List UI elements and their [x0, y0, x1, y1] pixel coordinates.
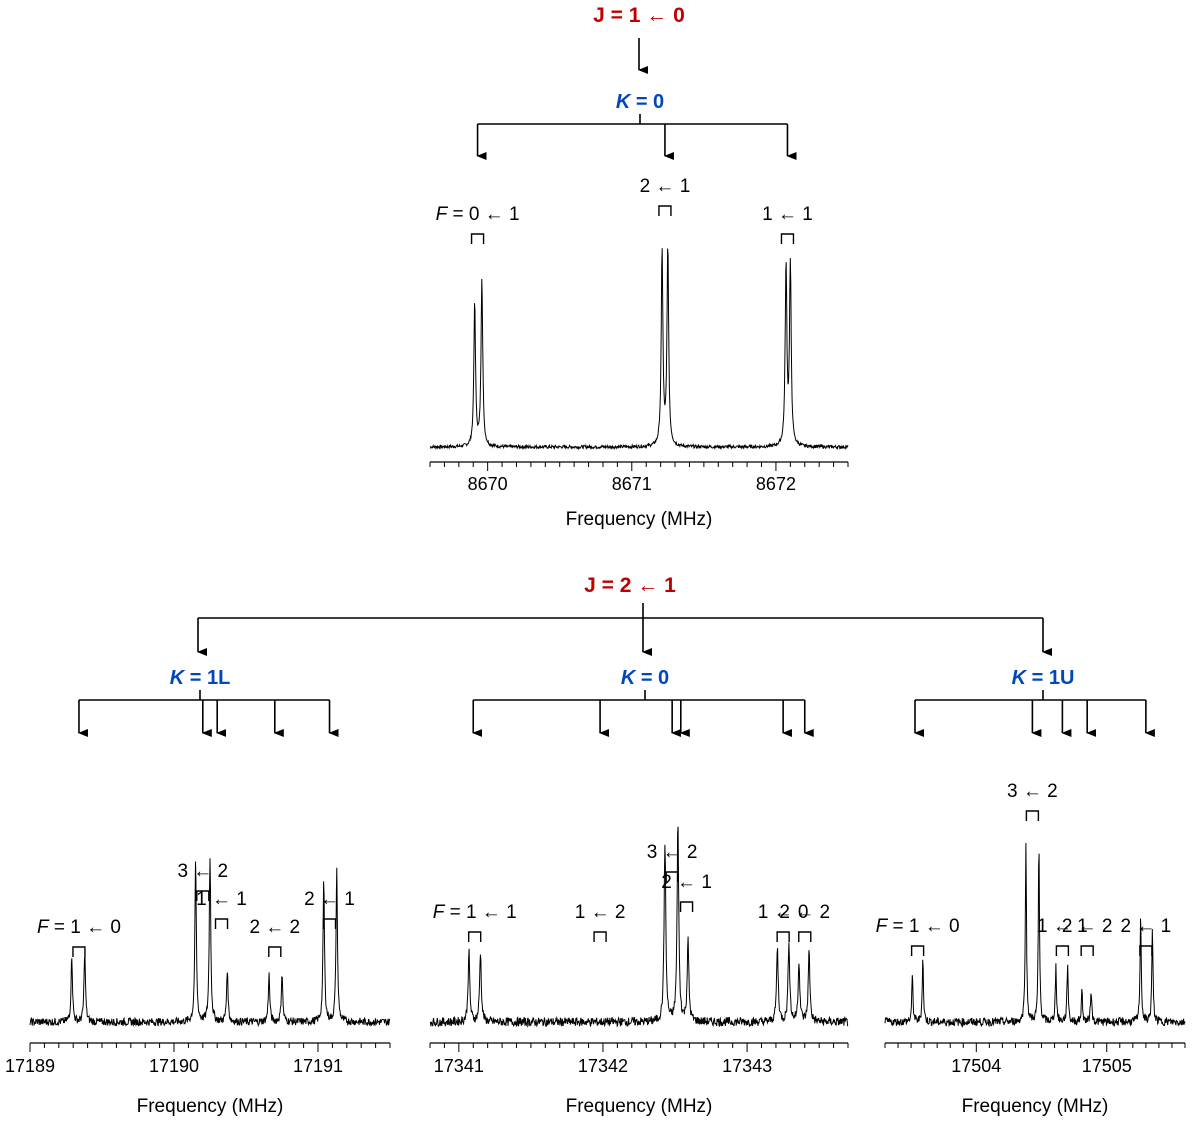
label-bracket	[322, 918, 337, 929]
spectrum-trace	[429, 826, 849, 1028]
label-bracket	[679, 901, 694, 912]
hyperfine-label: 2 ← 2	[249, 917, 300, 938]
tick-label: 17191	[293, 1056, 343, 1076]
x-axis-title: Frequency (MHz)	[566, 1096, 713, 1117]
label-bracket	[1080, 945, 1094, 956]
k-label: K = 0	[621, 667, 669, 689]
tick-label: 8672	[756, 474, 796, 494]
x-axis-title: Frequency (MHz)	[137, 1096, 284, 1117]
label-bracket	[1025, 810, 1040, 821]
k-label: K = 1U	[1012, 667, 1075, 689]
x-axis-title: Frequency (MHz)	[962, 1096, 1109, 1117]
tick-label: 17190	[149, 1056, 199, 1076]
label-bracket	[72, 946, 86, 957]
label-bracket	[214, 918, 229, 929]
hyperfine-label: 1 ← 1	[196, 889, 247, 910]
label-bracket	[470, 233, 485, 244]
label-bracket	[593, 931, 607, 942]
label-bracket	[1139, 945, 1153, 956]
hyperfine-label: F = 1 ← 1	[433, 902, 517, 923]
tick-label: 17504	[951, 1056, 1001, 1076]
k-label: K = 1L	[170, 667, 231, 689]
tick-label: 17189	[5, 1056, 55, 1076]
hyperfine-label: 2 ← 2	[779, 902, 830, 923]
hyperfine-label: 3 ← 2	[177, 861, 228, 882]
tick-label: 17342	[578, 1056, 628, 1076]
spectrum-trace	[884, 842, 1186, 1028]
panel-k0-bottom: K = 0 F = 1 ← 1 1 ← 2 3 ← 2 2 ← 1 1 ← 02 ← 2 1…	[429, 667, 849, 1117]
spectrum-trace	[29, 858, 391, 1028]
tick-label: 17505	[1082, 1056, 1132, 1076]
spectrum-trace	[429, 248, 849, 451]
hyperfine-label: 2 ← 1	[304, 889, 355, 910]
label-bracket	[776, 931, 790, 942]
hyperfine-label: F = 1 ← 0	[876, 916, 960, 937]
hyperfine-label: 3 ← 2	[647, 842, 698, 863]
label-bracket	[467, 931, 482, 942]
label-bracket	[665, 871, 679, 882]
hyperfine-label: 1 ← 1	[1037, 916, 1088, 937]
tick-label: 17343	[722, 1056, 772, 1076]
panel-k1u: K = 1U F = 1 ← 0 3 ← 2 1 ← 12 ← 2 2 ← 1 17504…	[876, 667, 1186, 1117]
panel-k1l: K = 1L F = 1 ← 0 3 ← 2 1 ← 12 ← 22 ← 1 17189…	[5, 667, 391, 1117]
label-bracket	[1055, 945, 1070, 956]
tick-label: 8671	[612, 474, 652, 494]
label-bracket	[268, 946, 282, 957]
label-bracket	[658, 205, 672, 216]
hyperfine-label: 1 ← 0	[758, 902, 809, 923]
j-label-bottom: J = 2 ← 1	[584, 574, 676, 597]
label-bracket	[780, 233, 795, 244]
hyperfine-label: 2 ← 2	[1062, 916, 1113, 937]
hyperfine-label: 1 ← 2	[575, 902, 626, 923]
hyperfine-label: 2 ← 1	[640, 176, 691, 197]
hyperfine-label: 2 ← 1	[1121, 916, 1172, 937]
panel-top-k0: K = 0 F = 0 ← 1 2 ← 1 1 ← 1 8670 8671 8672 Freq…	[429, 91, 849, 530]
k-label: K = 0	[616, 91, 664, 113]
x-axis-title: Frequency (MHz)	[566, 509, 713, 530]
tick-label: 17341	[434, 1056, 484, 1076]
hyperfine-label: 3 ← 2	[1007, 781, 1058, 802]
label-bracket	[910, 945, 925, 956]
j-label-top: J = 1 ← 0	[593, 4, 685, 27]
tick-label: 8670	[468, 474, 508, 494]
hyperfine-label: F = 1 ← 0	[37, 917, 121, 938]
hyperfine-label: F = 0 ← 1	[436, 204, 520, 225]
label-bracket	[798, 931, 812, 942]
hyperfine-label: 2 ← 1	[661, 872, 712, 893]
hyperfine-label: 1 ← 1	[762, 204, 813, 225]
label-bracket	[196, 890, 210, 901]
